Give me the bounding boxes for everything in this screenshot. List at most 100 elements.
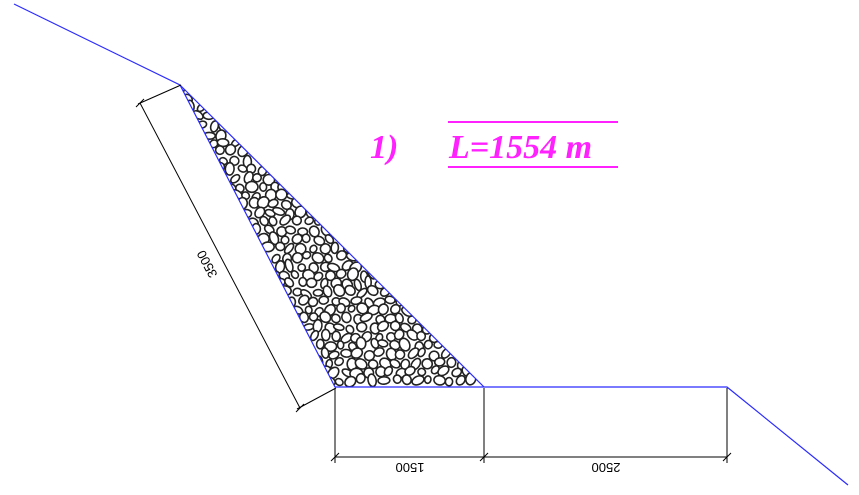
riprap-stone xyxy=(254,206,266,219)
riprap-stone xyxy=(377,375,391,386)
riprap-stone xyxy=(451,367,463,378)
riprap-stone xyxy=(320,328,331,342)
riprap-stone xyxy=(322,285,333,298)
riprap-stone xyxy=(411,375,425,386)
riprap-stone xyxy=(304,216,315,226)
riprap-stone xyxy=(330,241,340,255)
riprap-stone xyxy=(344,284,356,297)
slope-dimension-line xyxy=(139,102,301,409)
riprap-stone xyxy=(367,373,378,387)
riprap-stone xyxy=(258,182,268,192)
riprap-stone xyxy=(301,250,312,260)
riprap-stone xyxy=(214,145,225,156)
riprap-stone xyxy=(335,268,347,279)
riprap-stone xyxy=(331,330,342,343)
riprap-stone xyxy=(376,320,390,332)
base-dimensions: 1500 2500 xyxy=(330,388,732,475)
slope-tick-top xyxy=(135,98,145,108)
riprap-stone xyxy=(328,350,340,360)
riprap-stone xyxy=(283,277,295,288)
base-right-length-label: 2500 xyxy=(592,460,621,475)
riprap-stone xyxy=(291,251,304,264)
riprap-stone xyxy=(279,214,292,226)
riprap-stone xyxy=(373,347,385,357)
riprap-stone xyxy=(417,347,426,358)
riprap-stone xyxy=(336,302,347,314)
riprap-stone xyxy=(312,288,324,297)
riprap-stone xyxy=(346,267,360,282)
riprap-stone xyxy=(283,242,295,255)
riprap-stone xyxy=(345,324,355,335)
riprap-stone xyxy=(366,284,379,297)
riprap-stone xyxy=(334,356,345,367)
riprap-stone xyxy=(398,337,411,352)
riprap-stone xyxy=(437,365,450,377)
riprap-stone xyxy=(280,199,292,211)
riprap-stone xyxy=(341,311,352,324)
riprap-stone xyxy=(311,251,325,264)
riprap-stone xyxy=(301,233,311,244)
riprap-stone xyxy=(332,323,345,332)
riprap-stone xyxy=(407,347,420,360)
riprap-stone xyxy=(272,206,286,216)
base-tick-right xyxy=(722,452,732,462)
riprap-stone xyxy=(355,336,367,350)
riprap-stone xyxy=(268,216,278,227)
riprap-stone xyxy=(446,356,457,369)
riprap-stone xyxy=(274,241,286,252)
riprap-stone xyxy=(313,235,326,246)
riprap-stone xyxy=(377,339,389,348)
riprap-stone xyxy=(385,331,397,343)
riprap-stone xyxy=(334,377,344,387)
riprap-stone xyxy=(423,375,432,385)
riprap-stone xyxy=(394,349,406,360)
riprap-stone xyxy=(330,313,341,324)
riprap-stone xyxy=(284,258,294,273)
riprap-stone xyxy=(244,180,259,194)
riprap-stone xyxy=(444,376,454,387)
section-number-label: 1) xyxy=(370,129,398,166)
riprap-stone xyxy=(384,295,396,305)
riprap-stone xyxy=(423,339,434,350)
base-left-length-label: 1500 xyxy=(396,460,425,475)
riprap-stone xyxy=(319,311,332,324)
base-tick-middle xyxy=(479,452,489,462)
riprap-stone xyxy=(297,263,307,273)
riprap-stone xyxy=(298,276,308,287)
slope-length-label: 3500 xyxy=(194,248,221,281)
riprap-stone xyxy=(305,277,318,289)
riprap-stone xyxy=(350,296,363,306)
riprap-stone xyxy=(315,338,325,350)
riprap-stone xyxy=(224,161,235,176)
riprap-stone xyxy=(298,294,310,306)
riprap-stone xyxy=(416,330,427,342)
slope-tick-bottom xyxy=(295,403,305,413)
riprap-stone xyxy=(229,173,241,184)
fill-slope-face-line xyxy=(179,84,485,388)
ground-profile-line xyxy=(13,3,849,486)
riprap-stone xyxy=(393,328,405,341)
riprap-stone xyxy=(392,374,402,384)
riprap-stone xyxy=(275,188,288,201)
riprap-stone xyxy=(332,283,346,298)
riprap-stone xyxy=(224,143,237,156)
riprap-stone xyxy=(401,374,412,386)
riprap-stone xyxy=(340,348,353,358)
slope-extension-bottom xyxy=(296,387,337,410)
riprap-stone xyxy=(383,365,394,377)
riprap-stone xyxy=(320,347,330,359)
riprap-stone xyxy=(433,357,446,367)
riprap-stone xyxy=(389,320,401,332)
riprap-stone xyxy=(290,270,300,280)
riprap-stone xyxy=(309,244,318,254)
riprap-stone xyxy=(455,374,466,386)
riprap-stone xyxy=(323,253,333,264)
section-length-label: L=1554 m xyxy=(448,129,592,166)
riprap-stone xyxy=(307,296,319,308)
riprap-stone xyxy=(356,321,368,333)
riprap-stone xyxy=(308,312,319,322)
riprap-stone xyxy=(404,365,416,376)
riprap-stone xyxy=(433,374,447,386)
riprap-stone xyxy=(284,225,297,235)
slope-extension-top xyxy=(137,84,182,105)
